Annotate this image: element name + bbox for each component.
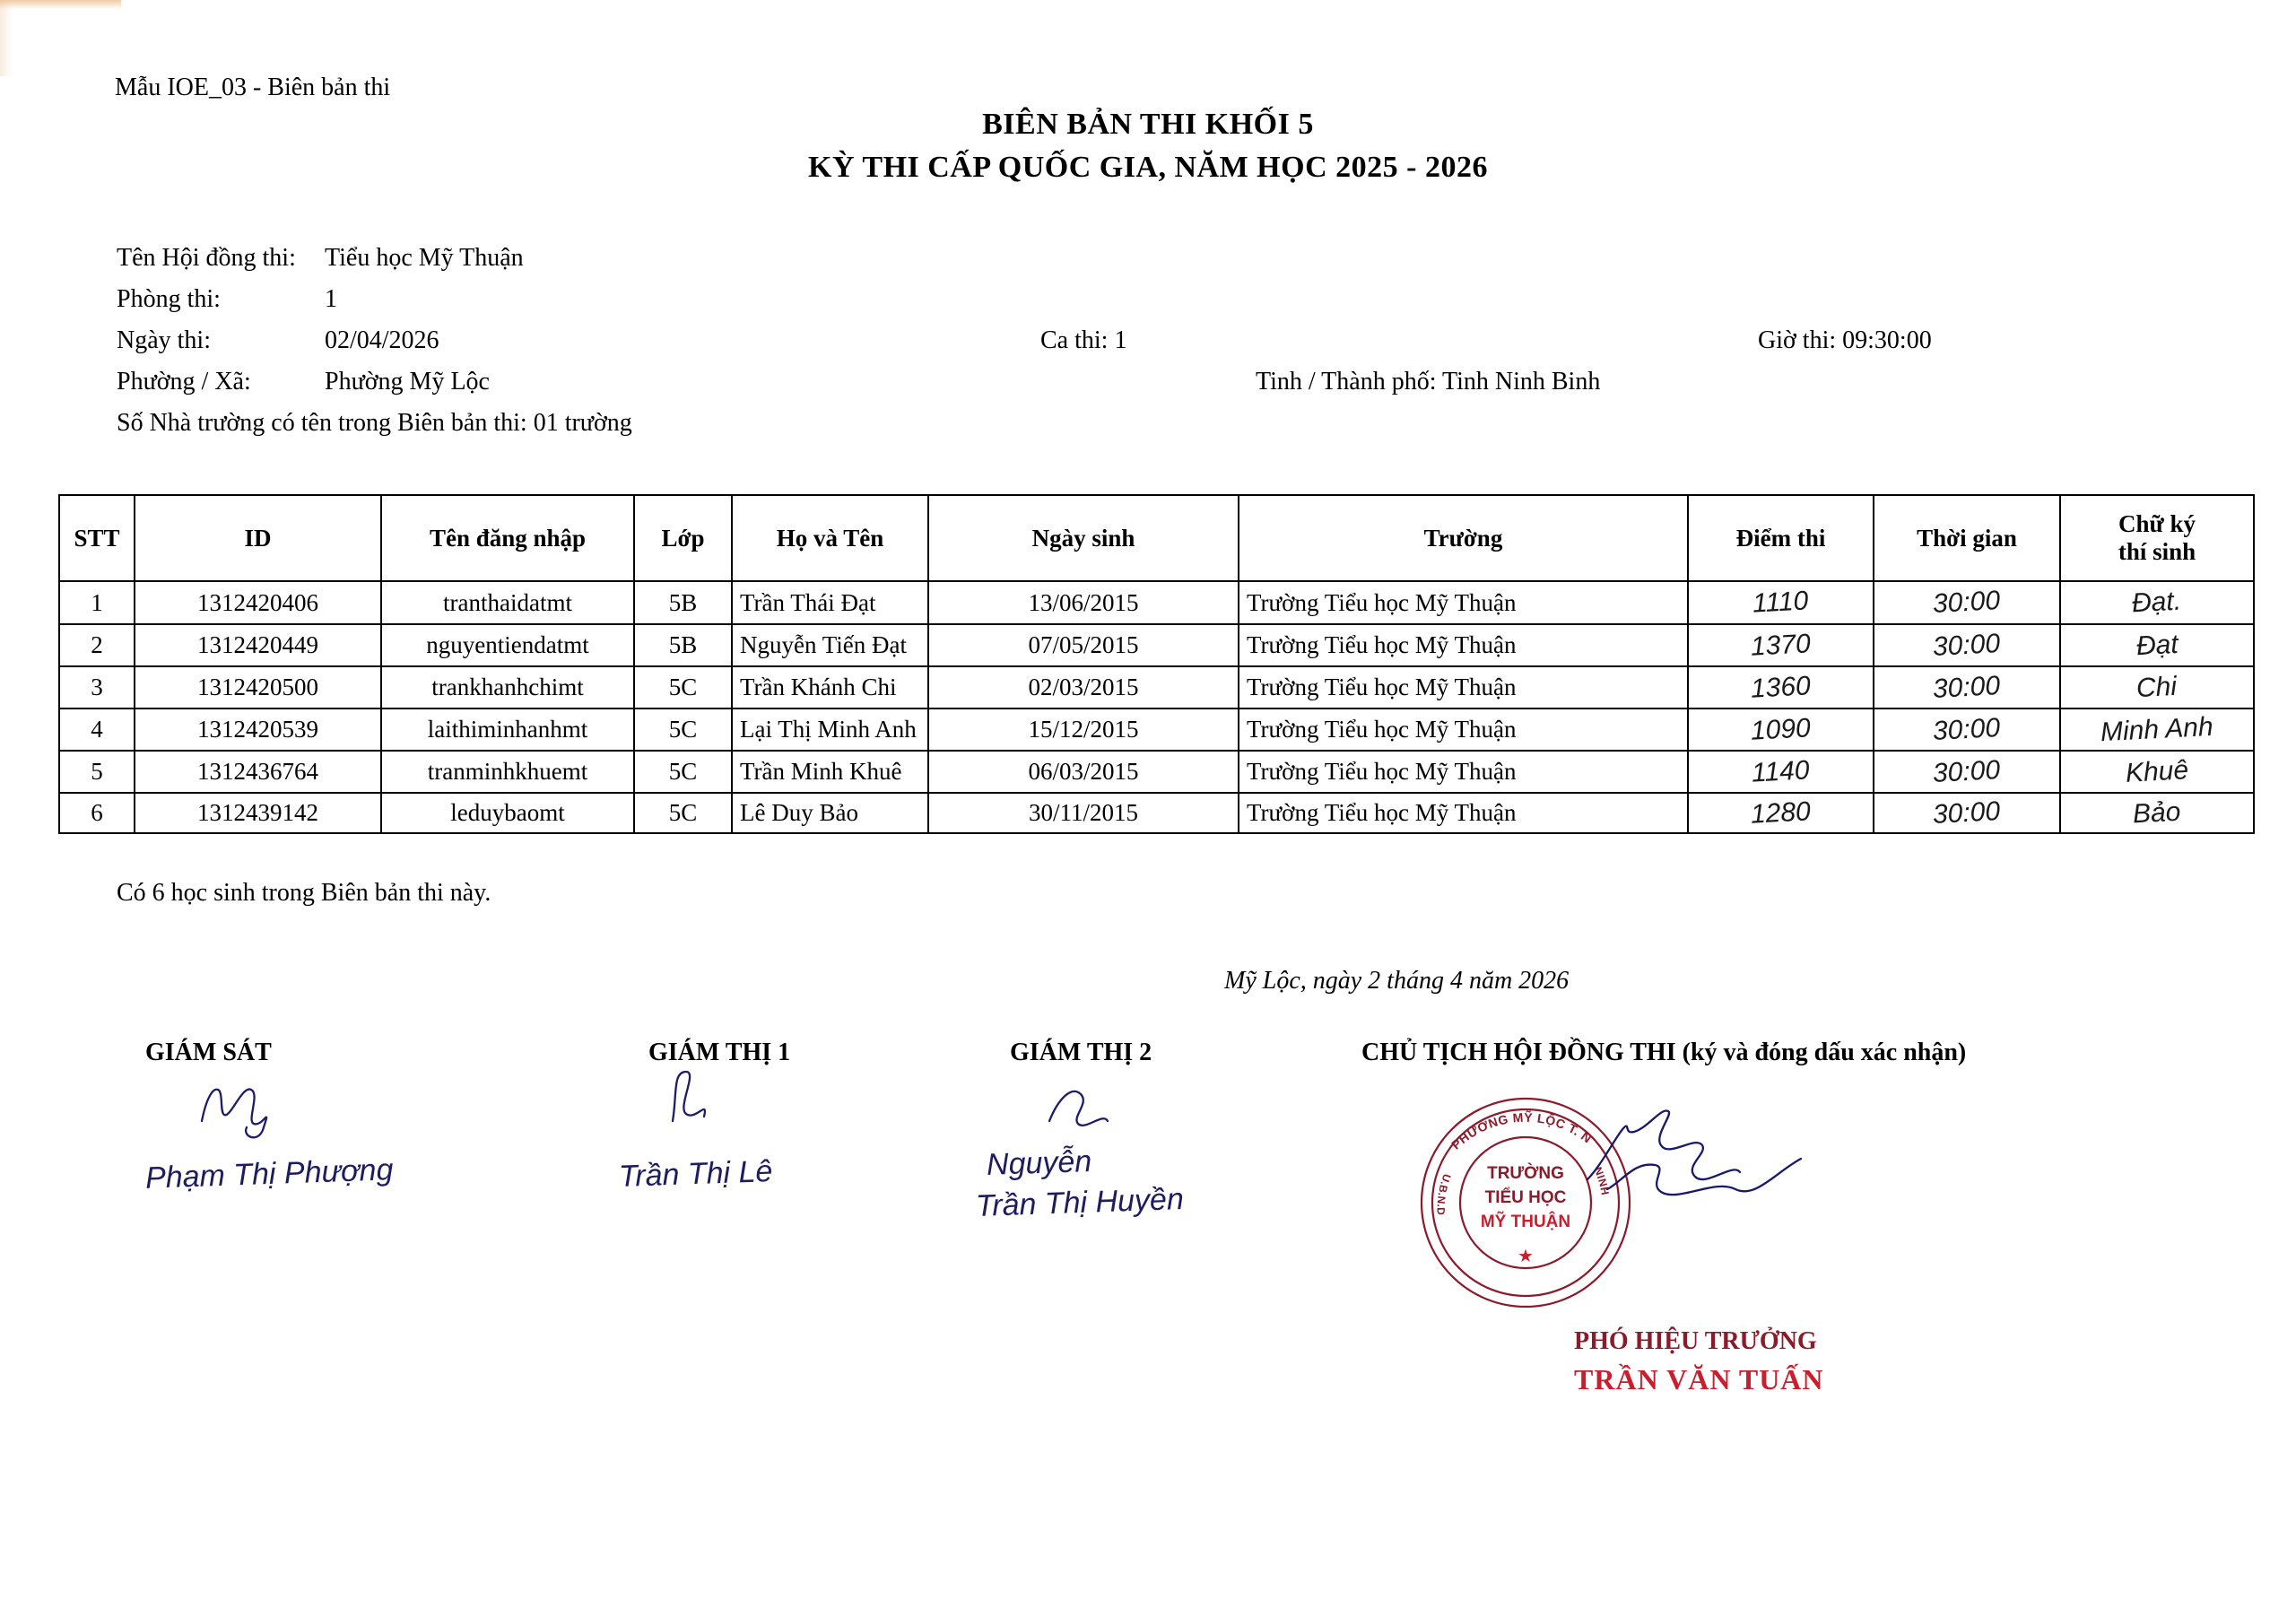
svg-text:U.B.N.D: U.B.N.D bbox=[1435, 1172, 1454, 1215]
